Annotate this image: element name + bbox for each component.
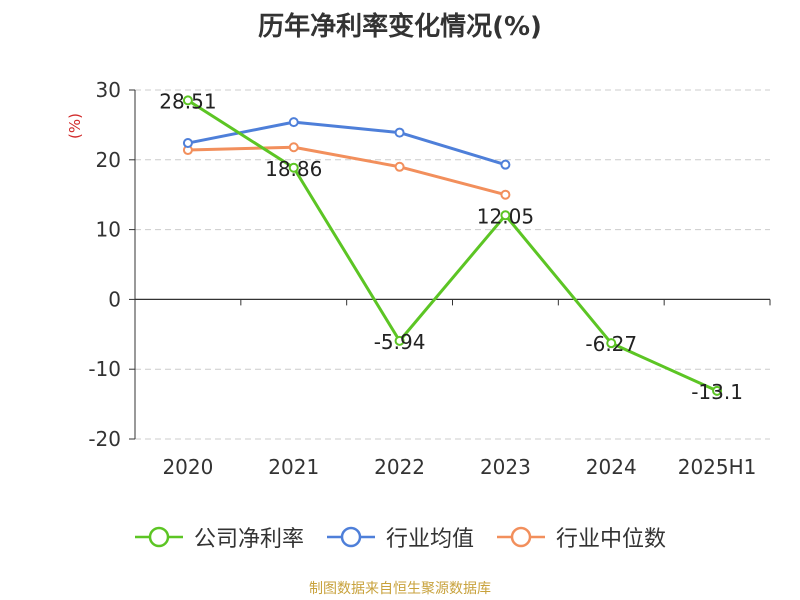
legend-circle (150, 528, 168, 546)
data-point (396, 163, 404, 171)
legend-marker-icon (134, 525, 184, 549)
grid-layer (135, 90, 770, 439)
y-tick-label: 30 (96, 78, 121, 102)
data-point (501, 191, 509, 199)
legend-marker-icon (326, 525, 376, 549)
data-point (501, 161, 509, 169)
x-tick-label: 2020 (162, 455, 213, 479)
data-source-note: 制图数据来自恒生聚源数据库 (0, 578, 800, 598)
data-label: 18.86 (265, 157, 322, 181)
x-tick-label: 2021 (268, 455, 319, 479)
x-tick-label: 2025H1 (678, 455, 757, 479)
legend-item: 行业中位数 (496, 521, 666, 553)
x-tick-label: 2022 (374, 455, 425, 479)
legend-circle (342, 528, 360, 546)
data-point (290, 118, 298, 126)
legend-label: 行业均值 (386, 521, 474, 553)
legend-circle (512, 528, 530, 546)
y-tick-label: 10 (96, 218, 121, 242)
series-layer (184, 96, 721, 394)
x-tick-label: 2024 (586, 455, 637, 479)
data-label: -5.94 (374, 330, 426, 354)
data-label: -6.27 (585, 332, 637, 356)
y-tick-label: -10 (88, 357, 121, 381)
data-label: 28.51 (159, 89, 216, 113)
legend-label: 公司净利率 (194, 521, 304, 553)
data-label: -13.1 (691, 380, 743, 404)
series-line (188, 147, 506, 194)
legend-label: 行业中位数 (556, 521, 666, 553)
y-tick-label: -20 (88, 427, 121, 451)
y-axis-label: (%) (66, 113, 84, 139)
data-point (396, 129, 404, 137)
line-chart: 30 20 10 0 -10 -20 2020 2021 2022 2023 2024 2025H1 (… (0, 0, 800, 510)
series-line (188, 100, 717, 390)
legend-item: 公司净利率 (134, 521, 304, 553)
data-point (290, 143, 298, 151)
x-tick-label: 2023 (480, 455, 531, 479)
y-tick-label: 20 (96, 148, 121, 172)
legend-item: 行业均值 (326, 521, 474, 553)
y-tick-label: 0 (108, 287, 121, 311)
legend-marker-icon (496, 525, 546, 549)
data-point (184, 139, 192, 147)
data-label: 12.05 (477, 204, 534, 228)
legend: 公司净利率 行业均值 行业中位数 (0, 521, 800, 553)
